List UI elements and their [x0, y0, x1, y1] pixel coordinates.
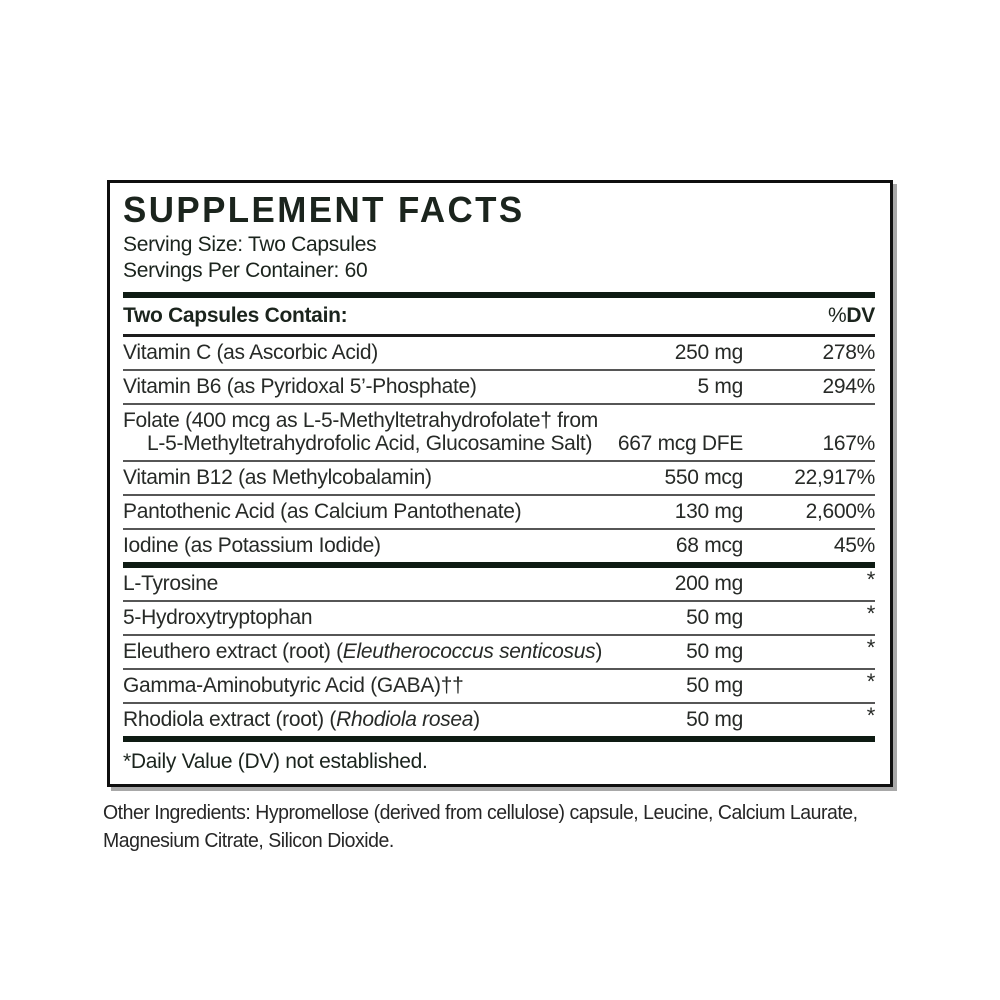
botanical-name: Eleutherococcus senticosus	[342, 640, 596, 663]
ingredient-name: Pantothenic Acid (as Calcium Pantothenat…	[123, 500, 578, 523]
ingredient-amount: 50 mg	[686, 606, 743, 629]
ingredient-daily-value: 167%	[822, 432, 875, 455]
ingredient-amount: 130 mg	[674, 500, 744, 523]
panel-title: SUPPLEMENT FACTS	[123, 189, 525, 230]
ingredient-name-line: Folate (400 mcg as L-5-Methyltetrahydrof…	[123, 409, 598, 432]
ingredient-name: Vitamin C (as Ascorbic Acid)	[123, 341, 578, 364]
table-header-dv: %DV	[828, 304, 875, 328]
ingredient-amount: 50 mg	[686, 708, 743, 731]
ingredient-text: Vitamin B12 (as Methylcobalamin)	[123, 466, 432, 489]
ingredient-name: Eleuthero extract (root) (Eleutherococcu…	[123, 640, 602, 663]
ingredient-text: Iodine (as Potassium Iodide)	[123, 534, 381, 557]
ingredient-amount: 68 mcg	[675, 534, 743, 557]
ingredient-daily-value: 45%	[833, 534, 875, 557]
ingredient-text: )	[595, 640, 603, 663]
ingredient-name-line: 5-Hydroxytryptophan	[123, 606, 578, 629]
ingredient-text: 5-Hydroxytryptophan	[123, 606, 313, 629]
ingredient-text: Vitamin B6 (as Pyridoxal 5’-Phosphate)	[123, 375, 477, 398]
ingredient-name: Vitamin B12 (as Methylcobalamin)	[123, 466, 578, 489]
table-row: L-Tyrosine 200 mg *	[123, 568, 875, 600]
ingredient-daily-value: *	[866, 635, 876, 660]
ingredient-amount: 50 mg	[686, 640, 743, 663]
ingredient-text: Eleuthero extract (root) (	[123, 640, 343, 663]
supplement-facts-panel: SUPPLEMENT FACTS Serving Size: Two Capsu…	[107, 180, 893, 787]
ingredient-name: Iodine (as Potassium Iodide)	[123, 534, 578, 557]
ingredient-name-line: L-5-Methyltetrahydrofolic Acid, Glucosam…	[123, 432, 592, 455]
ingredient-text: L-5-Methyltetrahydrofolic Acid, Glucosam…	[147, 432, 593, 455]
ingredient-name-line: L-Tyrosine	[123, 572, 578, 595]
supplement-label: SUPPLEMENT FACTS Serving Size: Two Capsu…	[103, 180, 893, 855]
ingredient-text: Folate (400 mcg as L-5-Methyltetrahydrof…	[123, 409, 598, 432]
facts-table-body: Vitamin C (as Ascorbic Acid) 250 mg 278% Vi…	[123, 337, 875, 742]
ingredient-name-line: Iodine (as Potassium Iodide)	[123, 534, 578, 557]
ingredient-daily-value: 278%	[822, 341, 875, 364]
table-row: 5-Hydroxytryptophan 50 mg *	[123, 600, 875, 634]
section-divider-bar-top	[123, 292, 875, 298]
table-row: Pantothenic Acid (as Calcium Pantothenat…	[123, 494, 875, 528]
table-header-label: Two Capsules Contain:	[123, 304, 348, 327]
ingredient-amount: 250 mg	[674, 341, 744, 364]
ingredient-text: L-Tyrosine	[123, 572, 219, 595]
ingredient-daily-value: 22,917%	[794, 466, 875, 489]
ingredient-daily-value: 294%	[822, 375, 875, 398]
other-ingredients-text: Other Ingredients: Hypromellose (derived…	[103, 801, 858, 852]
dv-label: DV	[846, 304, 875, 327]
ingredient-amount: 550 mcg	[664, 466, 744, 489]
ingredient-amount: 5 mg	[697, 375, 744, 398]
ingredient-name-line: Rhodiola extract (root) (Rhodiola rosea)	[123, 708, 578, 731]
ingredient-daily-value: *	[866, 567, 876, 592]
ingredient-amount: 200 mg	[674, 572, 744, 595]
ingredient-daily-value: *	[866, 703, 876, 728]
ingredient-text: Pantothenic Acid (as Calcium Pantothenat…	[123, 500, 522, 523]
table-row: Rhodiola extract (root) (Rhodiola rosea)…	[123, 702, 875, 736]
table-row: Vitamin B6 (as Pyridoxal 5’-Phosphate) 5 …	[123, 369, 875, 403]
servings-per-container: Servings Per Container: 60	[123, 259, 368, 282]
serving-info: Serving Size: Two Capsules Servings Per …	[123, 232, 875, 284]
ingredient-name: 5-Hydroxytryptophan	[123, 606, 578, 629]
ingredient-name-line: Eleuthero extract (root) (Eleutherococcu…	[123, 640, 602, 663]
ingredient-text: Vitamin C (as Ascorbic Acid)	[123, 341, 378, 364]
ingredient-daily-value: *	[866, 601, 876, 626]
ingredient-name-line: Vitamin C (as Ascorbic Acid)	[123, 341, 578, 364]
ingredient-name: Gamma-Aminobutyric Acid (GABA)††	[123, 674, 578, 697]
daily-value-footnote: *Daily Value (DV) not established.	[123, 750, 428, 773]
table-row: Gamma-Aminobutyric Acid (GABA)†† 50 mg *	[123, 668, 875, 702]
table-row: Iodine (as Potassium Iodide) 68 mcg 45%	[123, 528, 875, 562]
table-row: Vitamin B12 (as Methylcobalamin) 550 mcg 2…	[123, 460, 875, 494]
ingredient-name-line: Vitamin B6 (as Pyridoxal 5’-Phosphate)	[123, 375, 578, 398]
table-row: Eleuthero extract (root) (Eleutherococcu…	[123, 634, 875, 668]
ingredient-text: )	[473, 708, 480, 731]
serving-size: Serving Size: Two Capsules	[123, 233, 377, 256]
ingredient-text: Rhodiola extract (root) (	[123, 708, 337, 731]
table-section-1: Vitamin C (as Ascorbic Acid) 250 mg 278% Vi…	[123, 337, 875, 568]
ingredient-name: Vitamin B6 (as Pyridoxal 5’-Phosphate)	[123, 375, 578, 398]
ingredient-name: L-Tyrosine	[123, 572, 578, 595]
ingredient-name: Rhodiola extract (root) (Rhodiola rosea)	[123, 708, 578, 731]
table-row: Folate (400 mcg as L-5-Methyltetrahydrof…	[123, 403, 875, 460]
ingredient-daily-value: *	[866, 669, 876, 694]
ingredient-name-line: Gamma-Aminobutyric Acid (GABA)††	[123, 674, 578, 697]
ingredient-amount: 667 mcg DFE	[617, 432, 743, 455]
ingredient-daily-value: 2,600%	[805, 500, 876, 523]
table-section-2: L-Tyrosine 200 mg * 5-Hydroxytryptophan 50 m…	[123, 568, 875, 742]
ingredient-name-line: Vitamin B12 (as Methylcobalamin)	[123, 466, 578, 489]
ingredient-text: Gamma-Aminobutyric Acid (GABA)††	[123, 674, 464, 697]
botanical-name: Rhodiola rosea	[336, 708, 474, 731]
table-header: Two Capsules Contain: %DV	[123, 298, 875, 337]
ingredient-name: Folate (400 mcg as L-5-Methyltetrahydrof…	[123, 409, 598, 455]
percent-sign: %	[828, 304, 847, 327]
table-row: Vitamin C (as Ascorbic Acid) 250 mg 278%	[123, 337, 875, 369]
ingredient-amount: 50 mg	[686, 674, 743, 697]
ingredient-name-line: Pantothenic Acid (as Calcium Pantothenat…	[123, 500, 578, 523]
